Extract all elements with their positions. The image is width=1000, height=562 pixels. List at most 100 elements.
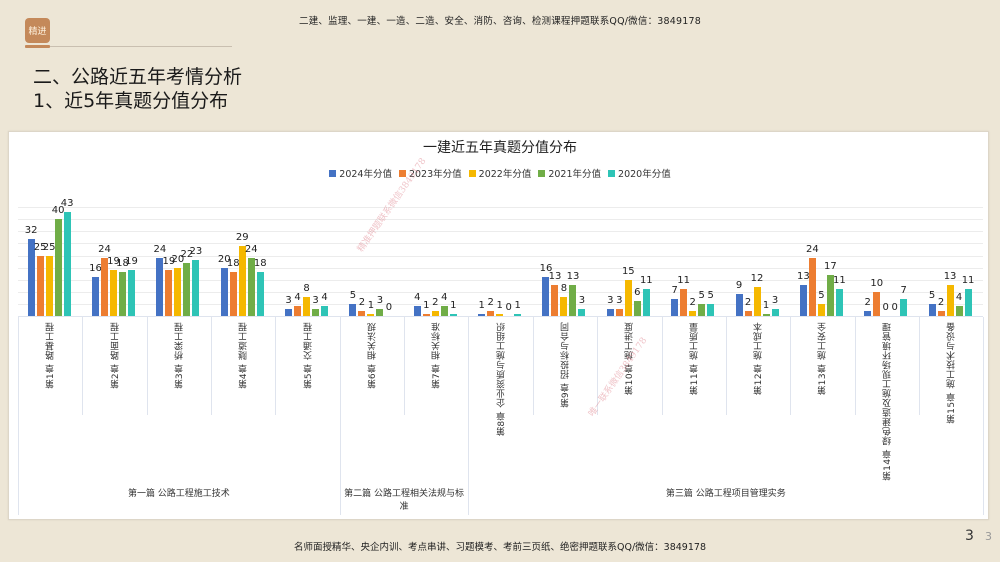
bar-2021[interactable] xyxy=(698,303,706,316)
category-cell xyxy=(275,317,277,415)
data-label: 1 xyxy=(450,299,457,311)
bar-2024[interactable] xyxy=(349,303,357,316)
gridline xyxy=(18,231,983,233)
bar-2020[interactable] xyxy=(256,272,264,316)
bar-2022[interactable] xyxy=(624,279,632,316)
bar-2020[interactable] xyxy=(835,289,843,316)
bar-2021[interactable] xyxy=(440,306,448,316)
data-label: 11 xyxy=(833,275,846,287)
bar-2023[interactable] xyxy=(551,284,559,316)
group-label: 第三篇 公路工程项目管理实务 xyxy=(665,489,786,499)
bar-2024[interactable] xyxy=(606,308,614,316)
bar-2024[interactable] xyxy=(285,308,293,316)
bar-2024[interactable] xyxy=(928,303,936,316)
bar-2023[interactable] xyxy=(294,306,302,316)
legend-item-2024[interactable]: 2024年分值 xyxy=(329,166,392,180)
bar-2022[interactable] xyxy=(238,245,246,316)
bar-2021[interactable] xyxy=(119,272,127,316)
data-label: 24 xyxy=(806,243,819,255)
bar-2023[interactable] xyxy=(873,291,881,316)
category-label: 第3章 桥梁工程 xyxy=(174,322,185,389)
bar-2023[interactable] xyxy=(615,308,623,316)
bar-2020[interactable] xyxy=(449,313,457,316)
data-label: 20 xyxy=(217,253,231,265)
bar-2023[interactable] xyxy=(487,311,495,316)
legend-swatch-icon xyxy=(468,169,476,177)
bar-2022[interactable] xyxy=(689,311,697,316)
bar-2023[interactable] xyxy=(422,313,430,316)
group-divider xyxy=(468,317,470,515)
bar-2023[interactable] xyxy=(101,257,109,316)
category-label: 第7章 相关标准 xyxy=(432,322,443,389)
bar-2023[interactable] xyxy=(680,289,688,316)
bar-2022[interactable] xyxy=(303,296,311,316)
bar-2022[interactable] xyxy=(817,303,825,316)
bar-2024[interactable] xyxy=(478,313,486,316)
bar-2020[interactable] xyxy=(128,270,136,316)
top-banner-note: 二建、监理、一建、一造、二造、安全、消防、咨询、检测课程押题联系QQ/微信：38… xyxy=(299,16,701,27)
data-label: 17 xyxy=(824,260,837,272)
data-label: 3 xyxy=(376,294,384,306)
legend-item-2021[interactable]: 2021年分值 xyxy=(538,166,601,180)
category-label: 第2章 路面工程 xyxy=(110,322,121,389)
bar-2023[interactable] xyxy=(229,272,237,316)
data-label: 13 xyxy=(548,270,562,282)
bar-2020[interactable] xyxy=(514,313,522,316)
data-label: 2 xyxy=(487,297,494,309)
bar-2023[interactable] xyxy=(937,311,945,316)
bar-2023[interactable] xyxy=(744,311,752,316)
bar-2021[interactable] xyxy=(183,262,191,316)
bar-2020[interactable] xyxy=(642,289,650,316)
category-cell xyxy=(82,317,84,415)
bar-2020[interactable] xyxy=(900,299,908,316)
bar-2021[interactable] xyxy=(826,274,834,316)
bar-2023[interactable] xyxy=(808,257,816,316)
bar-2024[interactable] xyxy=(220,267,228,316)
bar-2020[interactable] xyxy=(192,260,200,316)
bar-2020[interactable] xyxy=(578,308,586,316)
bar-2023[interactable] xyxy=(36,255,44,316)
chart-legend: 2024年分值 2023年分值 2022年分值 2021年分值 2020年分值 xyxy=(0,166,1000,180)
bar-2022[interactable] xyxy=(367,313,375,316)
bar-2020[interactable] xyxy=(964,289,972,316)
bar-2024[interactable] xyxy=(735,294,743,316)
bar-2021[interactable] xyxy=(54,219,62,316)
bar-2024[interactable] xyxy=(799,284,807,316)
bar-2020[interactable] xyxy=(771,308,779,316)
bar-2022[interactable] xyxy=(496,313,504,316)
data-label: 13 xyxy=(797,270,810,282)
bar-2023[interactable] xyxy=(358,311,366,316)
bar-2020[interactable] xyxy=(707,303,715,316)
bar-2022[interactable] xyxy=(560,296,568,316)
bar-2021[interactable] xyxy=(247,257,255,316)
legend-item-2020[interactable]: 2020年分值 xyxy=(608,166,671,180)
bar-2022[interactable] xyxy=(174,267,182,316)
bar-2024[interactable] xyxy=(864,311,872,316)
bar-2021[interactable] xyxy=(633,301,641,316)
legend-item-2023[interactable]: 2023年分值 xyxy=(398,166,462,180)
bar-2022[interactable] xyxy=(753,286,761,316)
bar-2022[interactable] xyxy=(946,284,954,316)
bar-2024[interactable] xyxy=(413,306,421,316)
bar-2022[interactable] xyxy=(110,270,118,316)
bar-2021[interactable] xyxy=(955,306,963,316)
data-label: 0 xyxy=(891,302,898,313)
group-label: 第一篇 公路工程施工技术 xyxy=(127,489,230,499)
legend-label: 2024年分值 xyxy=(339,169,392,180)
category-cell xyxy=(532,317,534,415)
bar-2024[interactable] xyxy=(542,277,550,316)
bar-2024[interactable] xyxy=(156,257,164,316)
legend-item-2022[interactable]: 2022年分值 xyxy=(468,166,531,180)
bar-2021[interactable] xyxy=(762,313,770,316)
bar-2023[interactable] xyxy=(165,270,173,316)
bar-2020[interactable] xyxy=(63,211,71,316)
bar-2021[interactable] xyxy=(312,308,320,316)
bar-2022[interactable] xyxy=(45,255,53,316)
bar-2024[interactable] xyxy=(92,277,100,316)
bar-2021[interactable] xyxy=(569,284,577,316)
bar-2021[interactable] xyxy=(376,308,384,316)
bar-2024[interactable] xyxy=(27,238,35,316)
bar-2024[interactable] xyxy=(671,299,679,316)
bar-2022[interactable] xyxy=(431,311,439,316)
bar-2020[interactable] xyxy=(321,306,329,316)
